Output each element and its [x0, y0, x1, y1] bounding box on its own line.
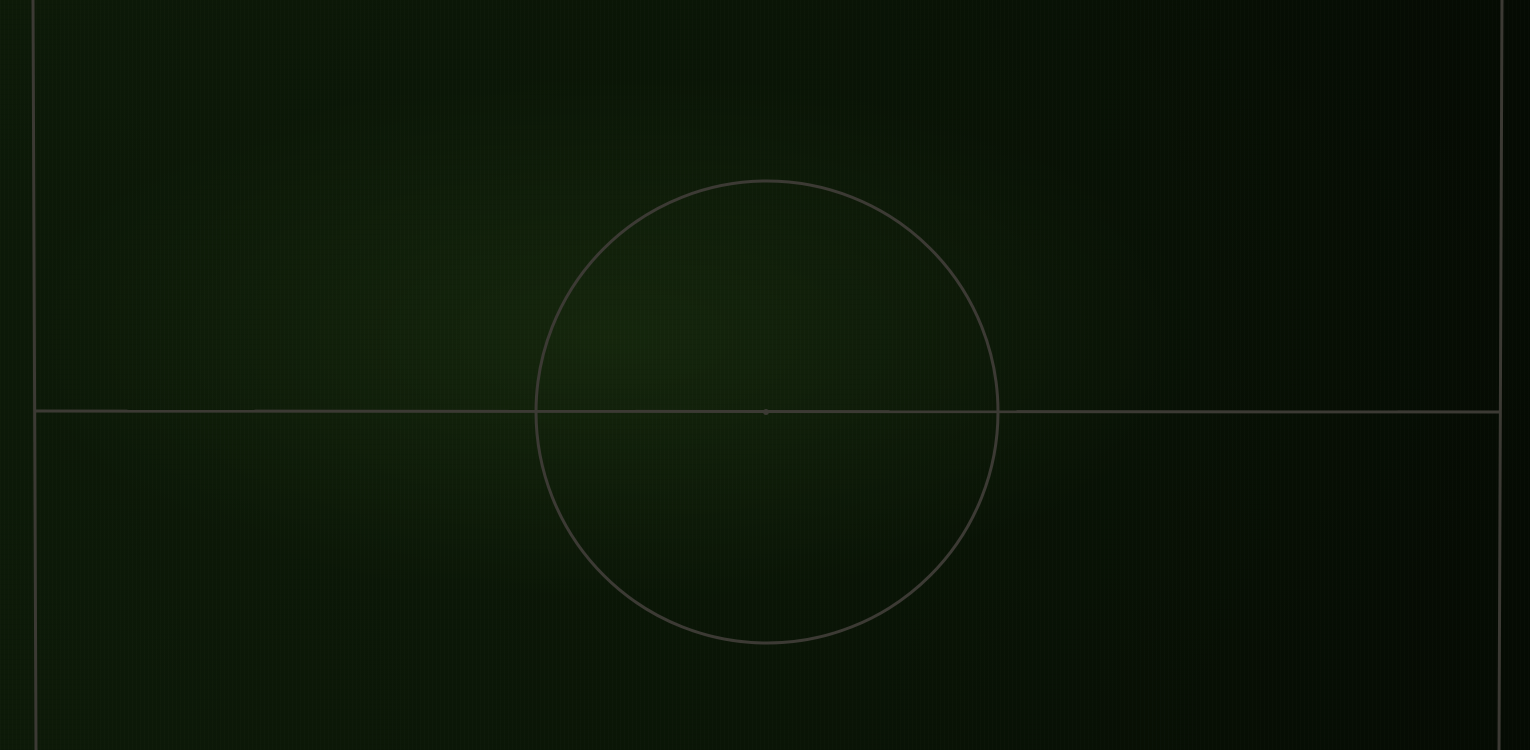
- left-touchline: [31, 0, 38, 750]
- center-spot: [763, 409, 769, 415]
- center-circle: [534, 179, 1000, 645]
- right-touchline: [1497, 0, 1504, 750]
